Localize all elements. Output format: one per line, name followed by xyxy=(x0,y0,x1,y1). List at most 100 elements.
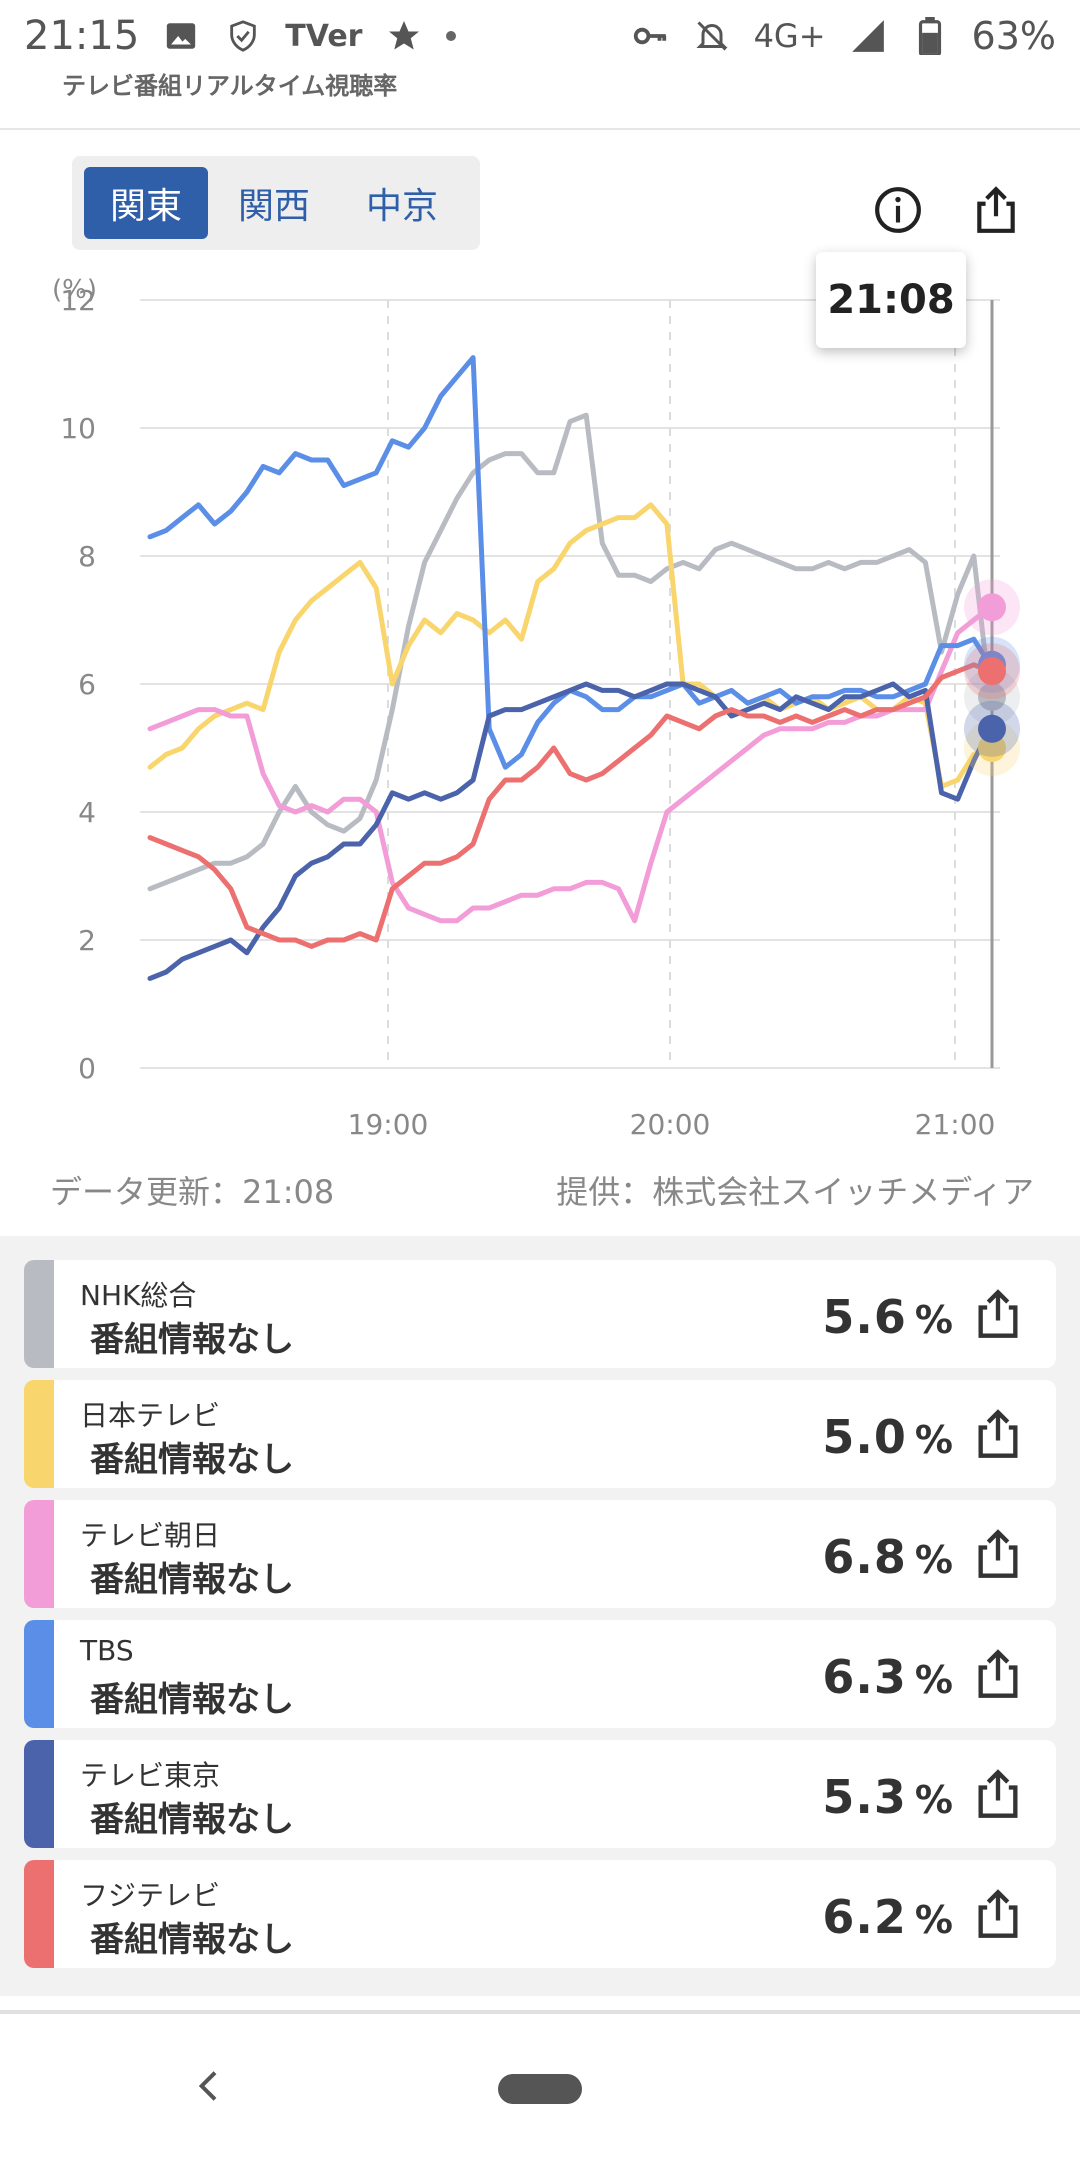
region-tabs: 関東 関西 中京 xyxy=(72,156,480,250)
rating-value: 6.3% xyxy=(822,1650,954,1704)
x-tick-label: 20:00 xyxy=(630,1108,711,1141)
rating-number: 6.8 xyxy=(822,1530,907,1584)
rating-value: 5.3% xyxy=(822,1770,954,1824)
battery-icon xyxy=(910,16,950,56)
y-tick-label: 10 xyxy=(60,412,96,445)
mute-bell-icon xyxy=(692,16,732,56)
share-icon[interactable] xyxy=(972,1888,1024,1940)
y-tick-label: 12 xyxy=(60,284,96,317)
rating-chart: (%) 12 10 8 6 4 2 0 19:00 20:00 21:00 xyxy=(0,260,1080,1160)
rating-value: 6.2% xyxy=(822,1890,954,1944)
program-info: 番組情報なし xyxy=(90,1560,294,1600)
channel-color-bar xyxy=(24,1620,54,1728)
channel-color-bar xyxy=(24,1860,54,1968)
rating-unit: % xyxy=(914,1538,954,1582)
time-tooltip: 21:08 xyxy=(816,252,966,348)
rating-value: 5.0% xyxy=(822,1410,954,1464)
share-icon[interactable] xyxy=(972,1768,1024,1820)
series-endpoint xyxy=(978,734,1006,762)
channel-color-bar xyxy=(24,1260,54,1368)
series-endpoint xyxy=(978,682,1006,711)
y-tick-label: 8 xyxy=(78,540,96,573)
data-updated: データ更新：21:08 xyxy=(50,1173,335,1211)
rating-unit: % xyxy=(914,1658,954,1702)
series-endpoint xyxy=(978,714,1006,743)
program-info: 番組情報なし xyxy=(90,1800,294,1840)
program-info: 番組情報なし xyxy=(90,1920,294,1960)
channel-name: TBS xyxy=(80,1634,134,1667)
home-pill[interactable] xyxy=(498,2074,582,2104)
status-time: 21:15 xyxy=(24,13,140,59)
nav-divider xyxy=(0,2010,1080,2014)
share-icon[interactable] xyxy=(972,1408,1024,1460)
series-endpoint xyxy=(978,657,1006,686)
program-info: 番組情報なし xyxy=(90,1440,294,1480)
share-icon[interactable] xyxy=(972,1648,1024,1700)
rating-number: 5.6 xyxy=(822,1290,907,1344)
series-line xyxy=(147,502,993,789)
series-endpoint xyxy=(978,593,1006,622)
y-unit-label: (%) xyxy=(52,275,97,305)
channel-name: フジテレビ xyxy=(80,1879,221,1912)
status-bar: 21:15 TVer 4G+ 63% xyxy=(0,0,1080,72)
tab-kanto[interactable]: 関東 xyxy=(84,167,208,239)
share-icon[interactable] xyxy=(972,1528,1024,1580)
provider-credit: 提供：株式会社スイッチメディア xyxy=(556,1173,1034,1211)
channel-card[interactable]: テレビ東京番組情報なし 5.3% xyxy=(24,1740,1056,1848)
y-tick-label: 6 xyxy=(78,668,96,701)
y-tick-label: 2 xyxy=(78,924,96,957)
page-title: テレビ番組リアルタイム視聴率 xyxy=(62,72,398,100)
battery-percent: 63% xyxy=(971,14,1056,58)
rating-unit: % xyxy=(914,1778,954,1822)
program-info: 番組情報なし xyxy=(90,1680,294,1720)
rating-unit: % xyxy=(914,1298,954,1342)
channel-name: NHK総合 xyxy=(80,1279,197,1312)
series-line xyxy=(147,662,993,949)
channel-color-bar xyxy=(24,1740,54,1848)
rating-number: 5.3 xyxy=(822,1770,907,1824)
rating-value: 5.6% xyxy=(822,1290,954,1344)
series-line xyxy=(147,412,993,892)
chart-footer: データ更新：21:08 提供：株式会社スイッチメディア xyxy=(0,1160,1080,1220)
nav-bar xyxy=(0,2016,1080,2160)
dot-icon xyxy=(446,31,457,41)
signal-icon xyxy=(848,16,888,56)
share-icon[interactable] xyxy=(972,1288,1024,1340)
channel-name: 日本テレビ xyxy=(80,1399,221,1432)
channel-name: テレビ東京 xyxy=(80,1759,221,1792)
channel-name: テレビ朝日 xyxy=(80,1519,221,1552)
series-line xyxy=(147,604,993,924)
channel-card[interactable]: 日本テレビ番組情報なし 5.0% xyxy=(24,1380,1056,1488)
star-icon xyxy=(384,16,424,56)
rating-number: 5.0 xyxy=(822,1410,907,1464)
info-icon[interactable] xyxy=(872,184,924,236)
vpn-key-icon xyxy=(630,16,670,56)
channel-card[interactable]: NHK総合番組情報なし 5.6% xyxy=(24,1260,1056,1368)
rating-unit: % xyxy=(914,1898,954,1942)
tver-icon: TVer xyxy=(285,18,363,54)
chart-svg: (%)12 10 8 6 4 2 0 19:00 20:00 21:00 xyxy=(52,275,1020,1141)
program-info: 番組情報なし xyxy=(90,1320,294,1360)
series-line xyxy=(147,681,993,981)
channel-card[interactable]: フジテレビ番組情報なし 6.2% xyxy=(24,1860,1056,1968)
channel-color-bar xyxy=(24,1500,54,1608)
y-tick-label: 0 xyxy=(78,1052,96,1085)
rating-value: 6.8% xyxy=(822,1530,954,1584)
channel-color-bar xyxy=(24,1380,54,1488)
x-tick-label: 19:00 xyxy=(348,1108,429,1141)
x-tick-label: 21:00 xyxy=(915,1108,996,1141)
rating-unit: % xyxy=(914,1418,954,1462)
image-icon xyxy=(161,16,201,56)
rating-number: 6.2 xyxy=(822,1890,907,1944)
back-icon[interactable] xyxy=(190,2066,230,2106)
network-type: 4G+ xyxy=(753,17,826,55)
app-header: テレビ番組リアルタイム視聴率 xyxy=(0,64,1080,130)
tab-chukyo[interactable]: 中京 xyxy=(365,186,438,227)
y-tick-label: 4 xyxy=(78,796,96,829)
tab-kansai[interactable]: 関西 xyxy=(237,186,310,227)
channel-card[interactable]: テレビ朝日番組情報なし 6.8% xyxy=(24,1500,1056,1608)
share-icon[interactable] xyxy=(970,184,1022,236)
shield-icon xyxy=(223,16,263,56)
rating-number: 6.3 xyxy=(822,1650,907,1704)
channel-card[interactable]: TBS 番組情報なし 6.3% xyxy=(24,1620,1056,1728)
